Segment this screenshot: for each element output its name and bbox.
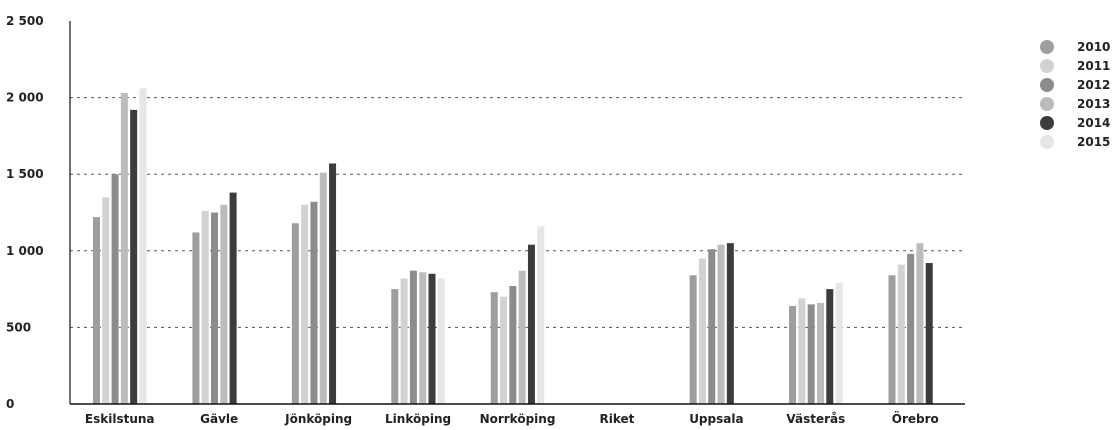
y-tick-label: 0 [6, 397, 14, 411]
bar-2014-2 [329, 163, 337, 404]
bar-2013-3 [419, 272, 427, 404]
x-tick-label: Riket [599, 412, 634, 426]
bar-2012-1 [211, 212, 219, 404]
legend-swatch [1040, 97, 1054, 111]
x-tick-label: Västerås [786, 412, 845, 426]
bar-2011-1 [201, 210, 209, 404]
legend-label: 2014 [1077, 116, 1110, 130]
bar-2014-0 [130, 109, 138, 404]
bar-2010-6 [689, 275, 697, 404]
bars [92, 88, 933, 405]
bar-2010-3 [391, 289, 399, 404]
legend-label: 2011 [1077, 59, 1110, 73]
bar-2013-4 [518, 270, 526, 404]
bar-2012-6 [708, 249, 716, 404]
y-tick-label: 1 000 [6, 244, 44, 258]
bar-2012-4 [509, 286, 517, 404]
legend-label: 2010 [1077, 40, 1110, 54]
y-tick-label: 2 500 [6, 14, 44, 28]
bar-2014-7 [826, 289, 834, 404]
legend-swatch [1040, 78, 1054, 92]
legend-swatch [1040, 116, 1054, 130]
x-tick-label: Jönköping [284, 412, 352, 426]
x-tick-label: Eskilstuna [85, 412, 155, 426]
bar-2013-6 [717, 244, 725, 404]
bar-2015-4 [537, 226, 545, 404]
bar-2014-1 [229, 192, 237, 404]
bar-2011-4 [500, 296, 508, 404]
bar-2011-6 [698, 258, 706, 404]
legend-swatch [1040, 135, 1054, 149]
bar-2012-3 [409, 270, 417, 404]
bar-2010-7 [789, 305, 797, 404]
y-tick-labels: 0 500 1 000 1 500 2 000 2 500 [6, 14, 44, 411]
bar-2010-4 [490, 292, 498, 404]
bar-2013-2 [319, 172, 327, 404]
bar-2014-8 [925, 263, 933, 404]
bar-2015-3 [437, 278, 445, 404]
bar-2013-0 [120, 93, 128, 404]
axes [69, 21, 965, 405]
bar-2010-1 [192, 232, 200, 404]
gridlines [70, 97, 965, 328]
bar-2011-7 [798, 298, 806, 404]
bar-2015-7 [835, 282, 843, 404]
bar-2011-0 [102, 197, 110, 404]
x-tick-label: Norrköping [480, 412, 556, 426]
bar-2010-0 [92, 217, 100, 404]
bar-2010-2 [291, 223, 299, 404]
bar-2013-1 [220, 204, 228, 404]
bar-2012-0 [111, 174, 119, 404]
legend-swatch [1040, 40, 1054, 54]
x-tick-label: Örebro [892, 411, 939, 426]
bar-2014-4 [527, 244, 535, 404]
legend-swatch [1040, 59, 1054, 73]
bar-2014-3 [428, 273, 436, 404]
y-tick-label: 500 [6, 320, 31, 334]
bar-2012-7 [807, 304, 815, 404]
y-tick-label: 1 500 [6, 167, 44, 181]
bar-2010-8 [888, 275, 896, 404]
bar-2011-8 [897, 264, 905, 404]
x-tick-label: Linköping [385, 412, 451, 426]
bar-2013-7 [816, 302, 824, 404]
x-tick-labels: Eskilstuna Gävle Jönköping Linköping Norrköp… [85, 411, 939, 426]
bar-2013-8 [916, 243, 924, 404]
x-tick-label: Uppsala [689, 412, 743, 426]
legend-label: 2013 [1077, 97, 1110, 111]
legend-label: 2012 [1077, 78, 1110, 92]
bar-2015-0 [139, 88, 147, 405]
bar-2011-2 [301, 204, 309, 404]
legend: 2010 2011 2012 2013 2014 2015 [1040, 40, 1110, 149]
legend-label: 2015 [1077, 135, 1110, 149]
bar-2014-6 [726, 243, 734, 404]
bar-2012-8 [907, 253, 915, 404]
bar-2011-3 [400, 278, 408, 404]
x-tick-label: Gävle [200, 412, 238, 426]
y-tick-label: 2 000 [6, 91, 44, 105]
bar-2012-2 [310, 201, 318, 404]
